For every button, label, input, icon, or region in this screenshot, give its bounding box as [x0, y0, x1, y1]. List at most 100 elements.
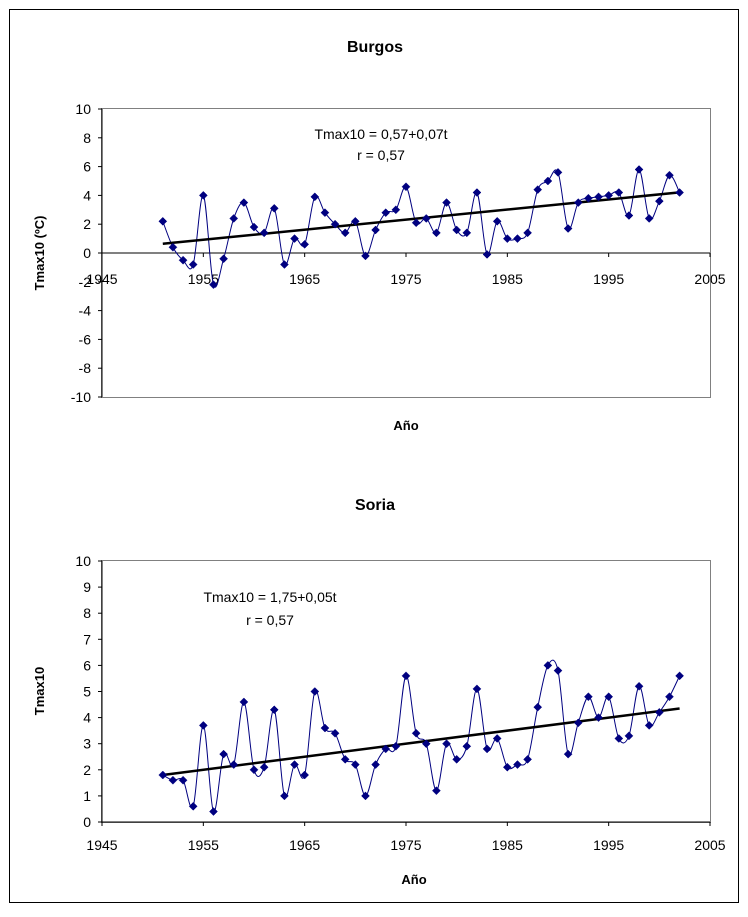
data-point — [543, 176, 553, 186]
data-point — [310, 687, 320, 696]
chart-burgos: Burgos Tmax10 (ºC) Año Tmax10 = 0,57+0,0… — [32, 39, 726, 433]
data-point — [573, 198, 583, 207]
y-tick-label: 8 — [83, 130, 91, 146]
data-point — [421, 739, 431, 749]
data-point — [594, 713, 603, 722]
data-point — [259, 228, 269, 238]
y-tick-label: 4 — [83, 710, 91, 726]
y-tick-label: 10 — [75, 553, 91, 569]
data-point — [442, 739, 451, 749]
data-point — [209, 280, 218, 290]
y-tick-label: -8 — [79, 360, 92, 376]
data-point — [209, 807, 218, 816]
data-point — [432, 228, 441, 238]
data-point — [259, 762, 269, 772]
data-point — [533, 185, 543, 194]
data-point — [614, 734, 624, 743]
data-point — [654, 196, 664, 206]
y-tick-label: -2 — [79, 274, 92, 290]
chart-title: Burgos — [347, 39, 403, 56]
data-point — [219, 749, 228, 759]
data-point — [644, 214, 654, 223]
plot-area — [101, 560, 711, 823]
data-point — [330, 728, 340, 738]
data-point — [421, 214, 431, 223]
y-tick-label: 5 — [83, 684, 91, 700]
data-point — [269, 204, 279, 213]
data-point — [168, 775, 178, 785]
x-tick-label: 1985 — [492, 271, 523, 287]
data-point — [411, 728, 421, 738]
y-tick-label: 3 — [83, 736, 91, 752]
y-tick-label: -4 — [79, 303, 92, 319]
data-point — [533, 702, 543, 712]
y-tick-label: 0 — [83, 814, 91, 830]
regression-equation: Tmax10 = 1,75+0,05t — [203, 589, 336, 605]
y-tick-label: 8 — [83, 605, 91, 621]
data-point — [269, 705, 279, 715]
x-tick-label: 1975 — [390, 837, 421, 853]
x-tick-label: 1945 — [86, 271, 117, 287]
data-point — [502, 762, 512, 772]
data-point — [563, 749, 573, 759]
data-point — [300, 240, 310, 249]
data-point — [219, 254, 228, 264]
data-point — [604, 692, 614, 702]
y-tick-label: 1 — [83, 788, 91, 804]
data-point — [442, 198, 451, 207]
data-point — [229, 760, 239, 769]
y-tick-label: 6 — [83, 159, 91, 175]
data-point — [452, 225, 462, 235]
data-point — [350, 216, 360, 226]
data-point — [371, 760, 380, 769]
data-point — [290, 234, 299, 243]
data-point — [361, 791, 370, 801]
data-point — [543, 661, 553, 670]
correlation-coefficient: r = 0,57 — [357, 147, 405, 163]
data-point — [634, 681, 644, 691]
y-axis-label: Tmax10 (ºC) — [32, 216, 47, 291]
data-point — [513, 760, 522, 769]
y-tick-label: 9 — [83, 579, 91, 595]
data-point — [411, 218, 421, 228]
x-tick-label: 1995 — [593, 271, 624, 287]
chart-soria: Soria Tmax10 Año Tmax10 = 1,75+0,05t r =… — [32, 497, 726, 887]
data-point — [330, 219, 340, 229]
data-point — [290, 760, 299, 769]
y-tick-label: 7 — [83, 631, 91, 647]
data-point — [188, 260, 198, 269]
data-point — [604, 191, 614, 200]
data-point — [280, 260, 289, 269]
data-point — [624, 731, 634, 741]
correlation-coefficient: r = 0,57 — [246, 612, 294, 628]
data-point — [462, 741, 472, 751]
data-point — [654, 708, 664, 717]
y-axis-label: Tmax10 — [32, 667, 47, 715]
trend-line — [162, 191, 680, 246]
data-point — [401, 182, 411, 192]
data-point — [584, 193, 593, 203]
data-point — [168, 242, 178, 252]
data-point — [391, 741, 401, 751]
data-point — [320, 208, 330, 218]
x-tick-label: 2005 — [694, 271, 725, 287]
data-point — [472, 684, 482, 694]
data-point — [634, 165, 644, 174]
y-tick-label: 0 — [83, 245, 91, 261]
data-point — [381, 208, 391, 218]
data-point — [452, 755, 462, 764]
data-point — [350, 760, 360, 769]
data-point — [198, 721, 208, 730]
data-point — [675, 671, 684, 681]
y-tick-label: 2 — [83, 762, 91, 778]
data-point — [198, 191, 208, 200]
y-tick-label: -10 — [71, 389, 91, 405]
x-tick-label: 1965 — [289, 837, 320, 853]
data-point — [675, 188, 684, 197]
data-point — [158, 216, 168, 226]
data-point — [280, 791, 289, 801]
chart-title: Soria — [355, 497, 395, 514]
